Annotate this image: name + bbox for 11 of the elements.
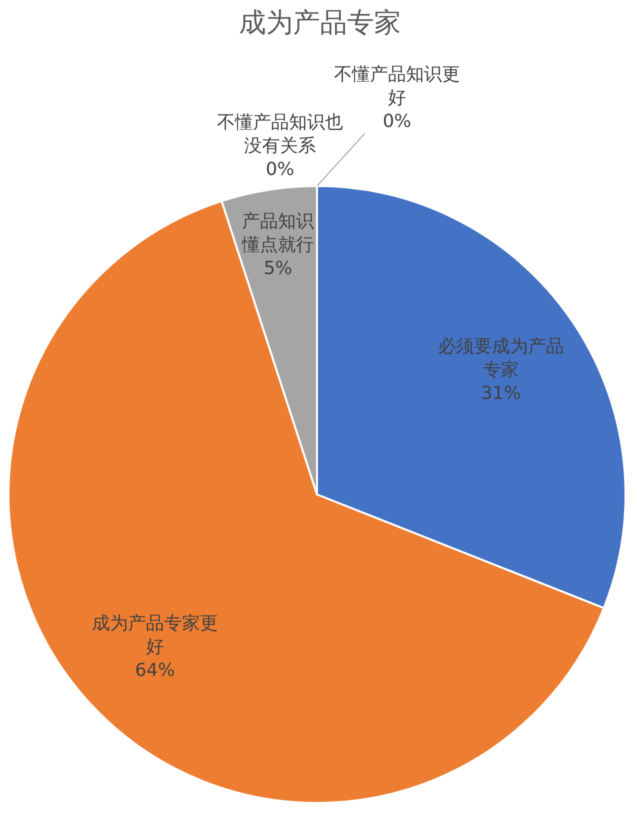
slice-label: 产品知识懂点就行	[241, 211, 314, 256]
text: 0%	[266, 158, 294, 180]
data-label: 31%	[480, 382, 522, 404]
category-label: 不懂产品知识也没有关系	[217, 112, 343, 156]
data-label: 64%	[134, 660, 176, 681]
chart-title: 成为产品专家	[239, 7, 401, 38]
category-label: 不懂产品知识更好	[334, 64, 460, 108]
data-label: 5%	[264, 258, 292, 279]
slice-label: 成为产品专家更好	[92, 613, 218, 658]
text: 0%	[382, 110, 412, 132]
slice-label: 必须要成为产品专家	[438, 336, 564, 380]
